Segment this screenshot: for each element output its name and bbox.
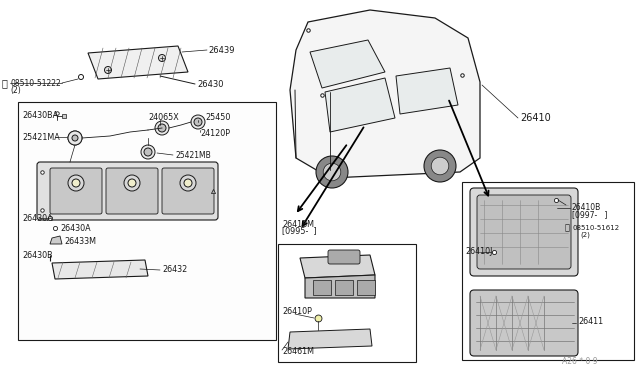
- Circle shape: [194, 118, 202, 126]
- Text: 24065X: 24065X: [148, 112, 179, 122]
- Circle shape: [191, 115, 205, 129]
- Circle shape: [68, 175, 84, 191]
- FancyBboxPatch shape: [106, 168, 158, 214]
- Text: (2): (2): [10, 86, 20, 94]
- Text: 26411: 26411: [578, 317, 603, 327]
- Circle shape: [72, 179, 80, 187]
- Circle shape: [141, 145, 155, 159]
- Circle shape: [323, 163, 340, 181]
- Text: 26410P: 26410P: [282, 308, 312, 317]
- Bar: [313, 280, 331, 295]
- Circle shape: [68, 131, 82, 145]
- Polygon shape: [288, 329, 372, 349]
- Circle shape: [431, 157, 449, 175]
- Text: 26418M: 26418M: [282, 219, 314, 228]
- Text: [0997-   ]: [0997- ]: [572, 211, 607, 219]
- Text: 26430A: 26430A: [60, 224, 91, 232]
- Circle shape: [71, 134, 79, 142]
- FancyBboxPatch shape: [470, 290, 578, 356]
- Text: A26 * 0 9: A26 * 0 9: [562, 357, 598, 366]
- Text: (2): (2): [580, 232, 590, 238]
- Text: 08510-51222: 08510-51222: [10, 78, 61, 87]
- Circle shape: [104, 67, 111, 74]
- FancyBboxPatch shape: [470, 188, 578, 276]
- Text: 25450: 25450: [205, 112, 230, 122]
- Text: 26410B: 26410B: [572, 202, 601, 212]
- Polygon shape: [396, 68, 458, 114]
- Bar: [357, 280, 375, 295]
- Circle shape: [158, 124, 166, 132]
- Text: 26430A: 26430A: [22, 214, 52, 222]
- FancyBboxPatch shape: [50, 168, 102, 214]
- Circle shape: [184, 179, 192, 187]
- Text: Ⓜ: Ⓜ: [2, 78, 8, 88]
- Bar: [335, 280, 353, 295]
- Circle shape: [424, 150, 456, 182]
- Text: 25421MB: 25421MB: [175, 151, 211, 160]
- Text: 26432: 26432: [162, 266, 188, 275]
- Circle shape: [144, 148, 152, 156]
- FancyBboxPatch shape: [37, 162, 218, 220]
- Polygon shape: [305, 275, 375, 298]
- Text: 24120P: 24120P: [200, 128, 230, 138]
- Polygon shape: [52, 260, 148, 279]
- Text: 26439: 26439: [208, 45, 234, 55]
- Circle shape: [180, 175, 196, 191]
- Polygon shape: [300, 255, 375, 278]
- Text: 26410J: 26410J: [465, 247, 492, 257]
- Bar: [278, 244, 416, 362]
- Polygon shape: [325, 78, 395, 132]
- Circle shape: [72, 135, 78, 141]
- Polygon shape: [290, 10, 480, 178]
- FancyBboxPatch shape: [162, 168, 214, 214]
- Bar: [462, 182, 634, 360]
- FancyBboxPatch shape: [477, 195, 571, 269]
- Polygon shape: [50, 236, 62, 244]
- Circle shape: [316, 156, 348, 188]
- Text: 08510-51612: 08510-51612: [573, 225, 620, 231]
- Text: [0995-  ]: [0995- ]: [282, 227, 317, 235]
- Circle shape: [68, 131, 82, 145]
- Circle shape: [159, 55, 166, 61]
- Text: Ⓜ: Ⓜ: [565, 224, 570, 232]
- Polygon shape: [310, 40, 385, 88]
- Text: 26461M: 26461M: [282, 347, 314, 356]
- Text: 26430B: 26430B: [22, 250, 52, 260]
- Circle shape: [124, 175, 140, 191]
- Text: 25421MA: 25421MA: [22, 132, 60, 141]
- Text: 26430: 26430: [197, 80, 223, 89]
- Text: 26430BA: 26430BA: [22, 110, 58, 119]
- Circle shape: [155, 121, 169, 135]
- Text: 26433M: 26433M: [64, 237, 96, 246]
- Bar: [18, 102, 276, 340]
- Polygon shape: [88, 46, 188, 79]
- Text: 26410: 26410: [520, 113, 551, 123]
- FancyBboxPatch shape: [328, 250, 360, 264]
- Circle shape: [128, 179, 136, 187]
